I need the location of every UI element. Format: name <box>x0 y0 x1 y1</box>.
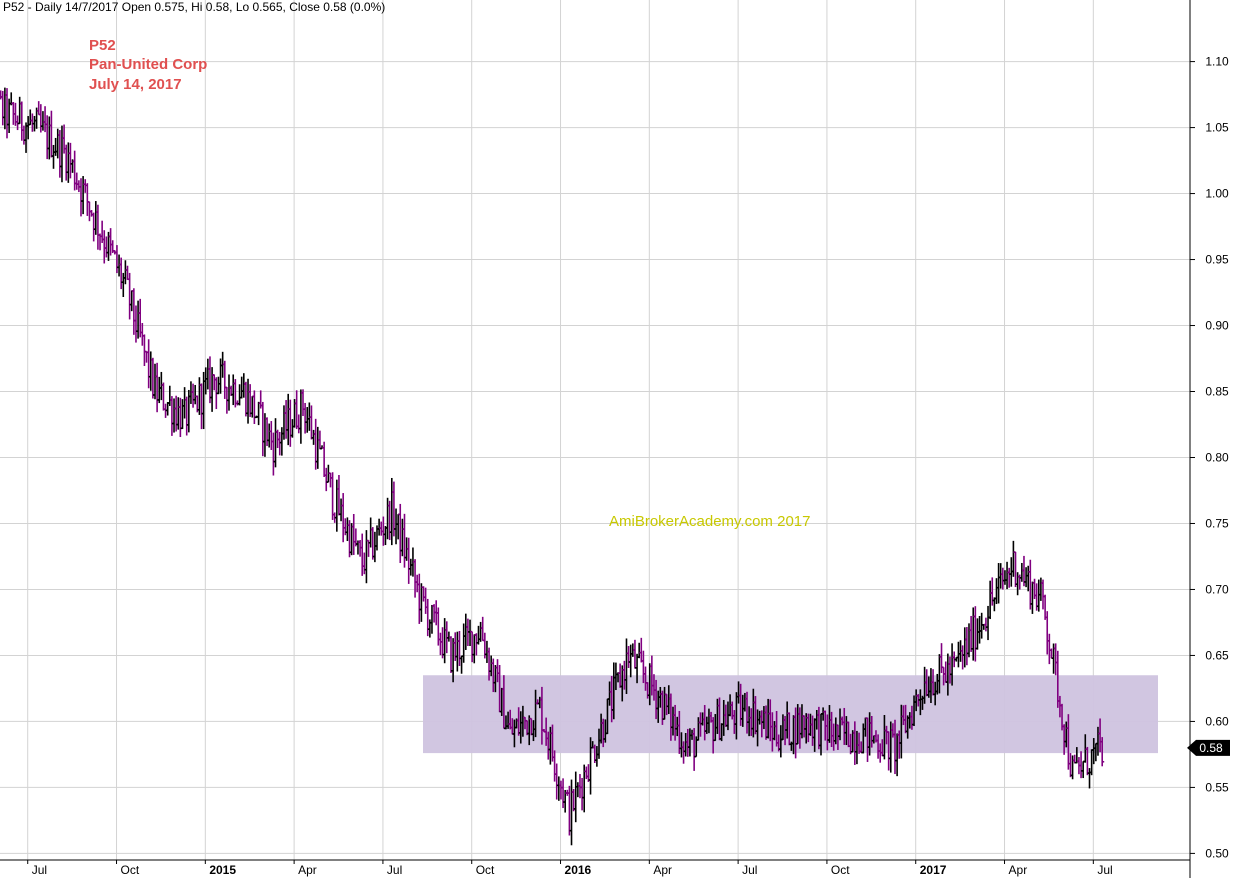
last-price-label: 0.58 <box>1199 741 1223 755</box>
x-tick-label: Jul <box>387 863 402 877</box>
x-tick-label: Jul <box>742 863 757 877</box>
x-tick-label: Jul <box>32 863 47 877</box>
y-tick-label: 0.70 <box>1205 582 1229 596</box>
x-tick-label: Apr <box>653 863 672 877</box>
y-tick-label: 0.80 <box>1205 450 1229 464</box>
x-tick-label: Jul <box>1097 863 1112 877</box>
x-axis: Jul Oct 2015 Apr Jul Oct 2016 Apr Jul Oct 2017 Apr J… <box>0 859 1190 877</box>
x-tick-label: 2016 <box>565 863 592 877</box>
company-name: Pan-United Corp <box>89 56 208 73</box>
x-tick-label: Oct <box>121 863 140 877</box>
x-tick-label: Oct <box>476 863 495 877</box>
y-tick-label: 0.65 <box>1205 648 1229 662</box>
ticker-label: P52 <box>89 37 116 54</box>
y-tick-label: 0.50 <box>1205 846 1229 860</box>
last-price-marker: 0.58 <box>1187 739 1230 756</box>
support-zone-rect <box>423 675 1158 754</box>
ohlc-bar <box>1100 737 1105 767</box>
chart-header-info: P52 - Daily 14/7/2017 Open 0.575, Hi 0.5… <box>3 0 386 14</box>
x-tick-label: Apr <box>1009 863 1028 877</box>
support-zone <box>423 675 1158 754</box>
y-tick-label: 0.60 <box>1205 714 1229 728</box>
x-tick-label: 2017 <box>920 863 947 877</box>
y-tick-label: 0.55 <box>1205 780 1229 794</box>
y-tick-label: 0.75 <box>1205 516 1229 530</box>
y-tick-label: 1.10 <box>1205 55 1229 69</box>
chart-date: July 14, 2017 <box>89 76 182 93</box>
last-price-badge <box>1187 739 1230 756</box>
watermark: AmiBrokerAcademy.com 2017 <box>609 513 811 530</box>
x-tick-label: Apr <box>298 863 317 877</box>
ohlc-bars <box>0 87 1105 846</box>
y-tick-label: 1.00 <box>1205 187 1229 201</box>
x-tick-label: Oct <box>831 863 850 877</box>
y-axis: 1.10 1.05 1.00 0.95 0.90 0.85 0.80 0.75 0.70 0.65… <box>1189 0 1229 878</box>
y-tick-label: 1.05 <box>1205 121 1229 135</box>
y-tick-label: 0.95 <box>1205 253 1229 267</box>
x-tick-label: 2015 <box>209 863 236 877</box>
y-tick-label: 0.85 <box>1205 385 1229 399</box>
y-tick-label: 0.90 <box>1205 319 1229 333</box>
